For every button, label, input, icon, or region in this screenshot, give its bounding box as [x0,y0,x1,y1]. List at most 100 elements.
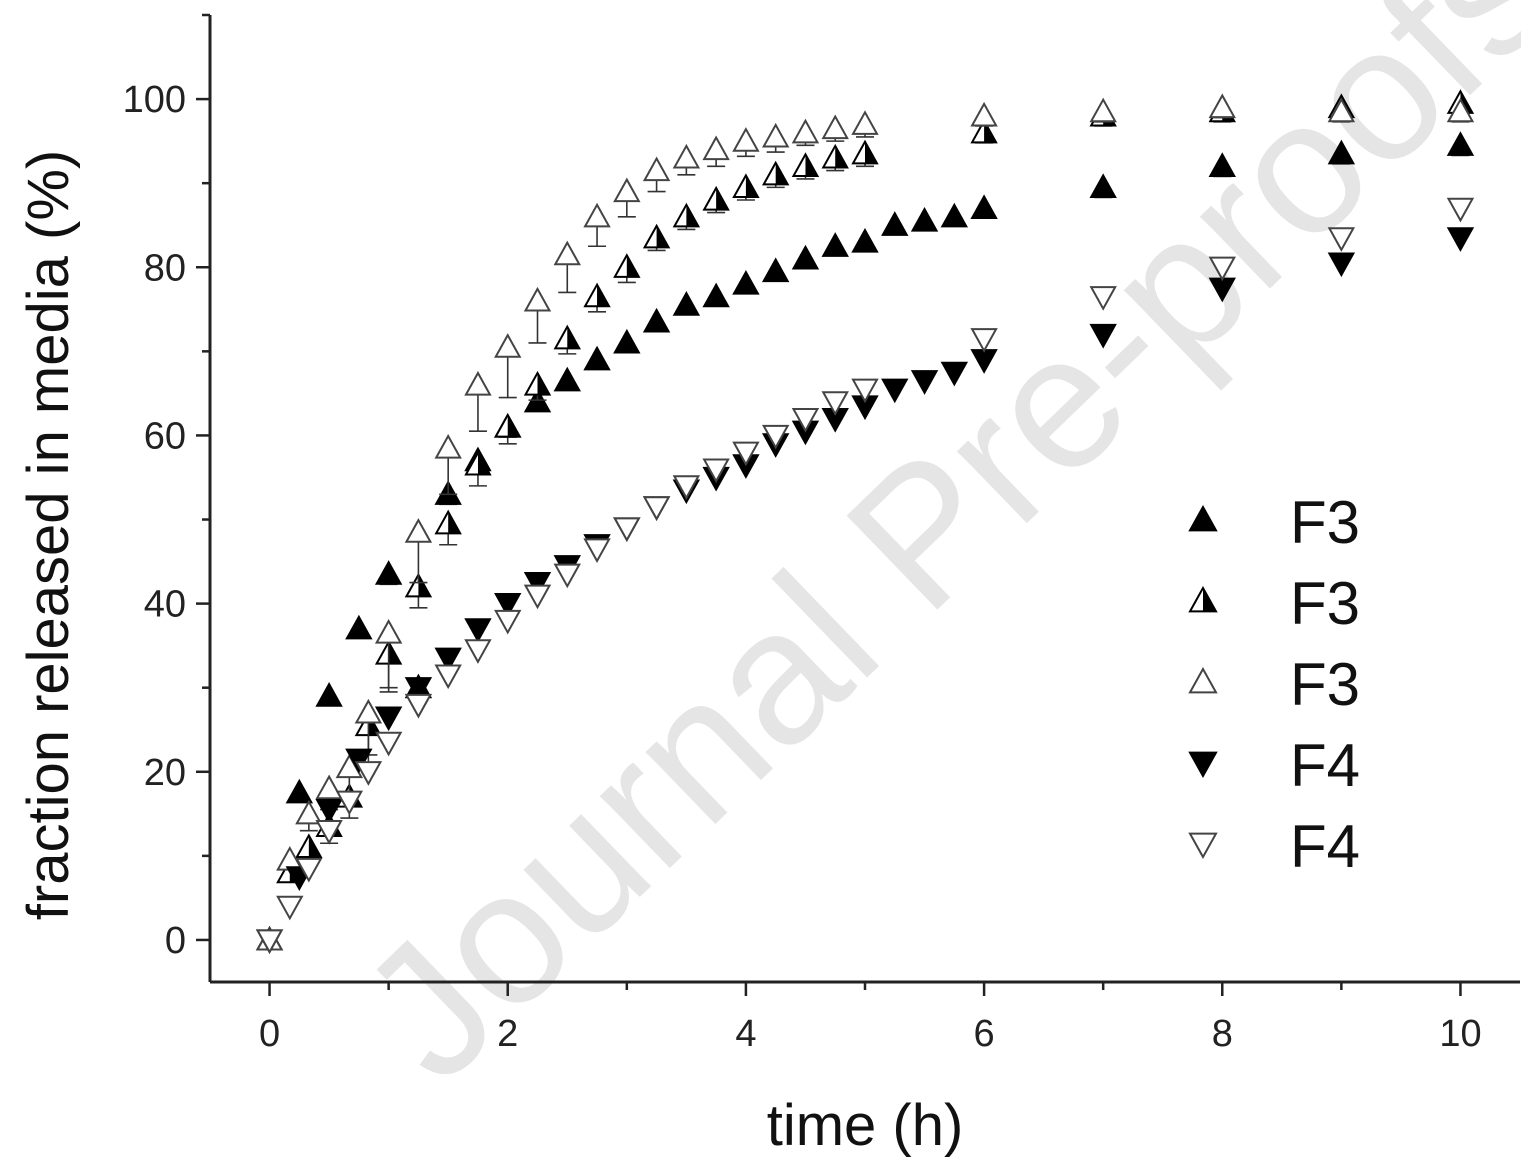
data-point [434,509,462,535]
data-point [276,895,304,921]
legend-marker [1188,585,1218,613]
data-point [672,475,701,500]
watermark-text: Journal Pre-proofs [321,0,1521,1119]
data-point [494,412,522,438]
data-point [970,328,998,353]
data-point [345,614,373,640]
data-point [1089,97,1117,123]
data-point [642,496,671,521]
data-point [315,774,343,800]
data-point [553,240,581,266]
data-point [910,370,939,395]
data-point [464,450,492,476]
data-point [881,378,909,404]
legend: F3 F3 F3 F4 F4 [1188,489,1360,880]
data-point [702,282,730,308]
data-point [1089,323,1117,349]
y-tick-label: 80 [144,247,186,289]
legend-label: F4 [1290,813,1360,880]
data-point [1089,286,1117,311]
data-point [464,370,492,396]
x-tick-label: 8 [1212,1013,1233,1055]
data-point [255,929,284,955]
data-point [285,778,314,804]
data-point [335,790,364,816]
data-point [494,609,522,635]
data-point [315,820,343,845]
data-point [315,799,343,824]
y-tick-label: 60 [144,415,186,457]
data-point [354,698,383,724]
data-point [434,647,462,673]
data-markers [255,89,1475,955]
data-point [732,127,760,152]
data-point [642,307,671,333]
data-point [523,571,552,597]
x-tick-label: 6 [974,1013,995,1055]
legend-label: F3 [1290,651,1360,718]
legend-marker [1188,832,1218,860]
data-point [1327,252,1356,278]
data-point [295,799,323,825]
data-point [1208,152,1236,177]
data-point [404,677,433,702]
legend-label: F4 [1290,732,1360,799]
data-point [851,139,879,165]
data-point [1208,256,1236,282]
data-point [583,202,611,228]
data-point [613,328,641,354]
data-point [851,378,879,404]
legend-marker [1188,751,1218,779]
data-point [821,232,849,257]
legend-label: F3 [1290,570,1360,637]
data-point [434,664,462,690]
data-point [1446,197,1475,223]
data-point [851,227,879,253]
data-point [315,682,343,707]
data-point [761,160,790,186]
data-point [613,517,641,542]
data-point [1327,97,1356,123]
data-point [732,173,760,198]
data-point [761,122,790,148]
series-4-f4 [255,197,1475,955]
x-tick-label: 2 [497,1013,518,1055]
data-point [354,761,383,786]
data-point [940,361,969,387]
data-point [672,291,701,316]
data-point [583,538,611,564]
data-point [1327,139,1356,165]
data-point [761,257,790,283]
data-point [434,433,462,459]
data-point [791,118,820,144]
data-point [553,366,581,392]
data-point [613,177,641,203]
data-point [523,584,552,610]
data-point [404,693,433,719]
y-tick-label: 0 [165,920,186,962]
data-point [464,639,492,664]
axes: 0 20 40 60 80 100 0 2 4 6 8 10 [123,13,1520,1055]
data-point [821,114,849,140]
data-point [1208,93,1236,119]
data-point [404,518,433,543]
x-tick-label: 4 [735,1013,756,1055]
y-tick-label: 20 [144,752,186,794]
data-point [613,253,641,278]
data-point [523,370,552,396]
y-axis-title: fraction released in media (%) [16,150,81,920]
data-point [702,185,730,211]
data-point [295,833,323,859]
legend-marker [1188,666,1218,694]
legend-marker [1188,504,1218,532]
data-point [1327,227,1356,252]
data-point [553,324,581,350]
data-point [642,156,671,182]
x-tick-label: 10 [1439,1013,1481,1055]
data-point [553,563,581,589]
data-point [345,748,373,774]
data-point [672,143,701,169]
data-point [791,244,820,270]
legend-label: F3 [1290,489,1360,556]
x-axis-title: time (h) [767,1093,964,1158]
